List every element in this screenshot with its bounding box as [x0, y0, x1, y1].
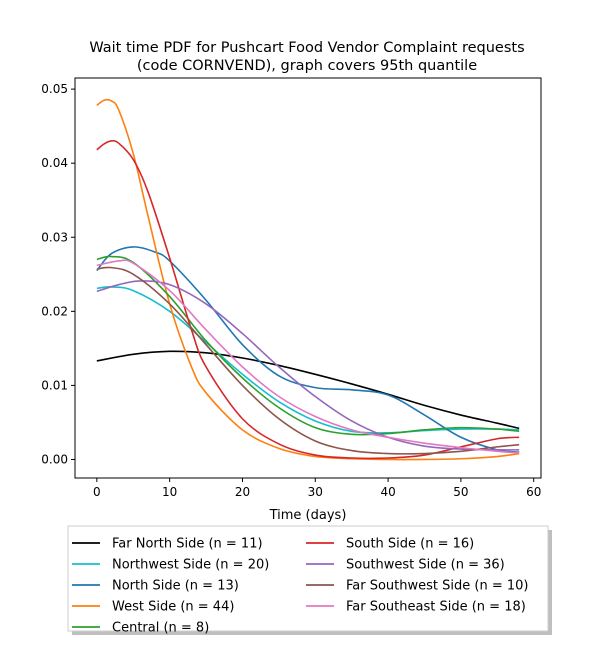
series-line-1 — [96, 286, 520, 434]
series-line-0 — [96, 350, 520, 430]
chart-title-line2: (code CORNVEND), graph covers 95th quant… — [137, 58, 477, 74]
legend-label: Central (n = 8) — [112, 621, 209, 636]
legend-label: North Side (n = 13) — [112, 579, 239, 594]
y-tick-label: 0.05 — [41, 82, 68, 96]
series-line-7 — [96, 266, 520, 455]
x-axis-label: Time (days) — [269, 508, 347, 523]
y-tick-label: 0.02 — [41, 304, 68, 318]
plot-area: 0 10 20 30 40 50 60 0.00 0.01 0.02 0.03 0.04 0.05 — [41, 77, 542, 499]
legend-label: West Side (n = 44) — [112, 600, 234, 615]
x-tick-label: 30 — [308, 485, 323, 499]
legend-label: Southwest Side (n = 36) — [346, 558, 505, 573]
x-tick-label: 40 — [380, 485, 395, 499]
y-tick-label: 0.00 — [41, 452, 68, 466]
y-tick-label: 0.03 — [41, 230, 68, 244]
y-tick-label: 0.01 — [41, 378, 68, 392]
legend-label: Far Southwest Side (n = 10) — [346, 579, 528, 594]
legend-label: Northwest Side (n = 20) — [112, 558, 269, 573]
legend-label: South Side (n = 16) — [346, 537, 474, 552]
x-tick-label: 0 — [93, 485, 101, 499]
chart-title-line1: Wait time PDF for Pushcart Food Vendor C… — [89, 40, 524, 56]
plot-frame — [74, 77, 542, 479]
x-tick-label: 50 — [453, 485, 468, 499]
series-line-2 — [96, 246, 520, 453]
x-tick-label: 20 — [235, 485, 250, 499]
y-tick-label: 0.04 — [41, 156, 68, 170]
x-tick-label: 10 — [162, 485, 177, 499]
legend-label: Far North Side (n = 11) — [112, 537, 263, 552]
legend: Far North Side (n = 11) Northwest Side (n… — [67, 525, 552, 636]
series-line-5 — [96, 139, 520, 460]
x-tick-label: 60 — [526, 485, 541, 499]
series-line-8 — [96, 259, 520, 454]
legend-label: Far Southeast Side (n = 18) — [346, 600, 526, 615]
series-line-3 — [96, 98, 520, 461]
